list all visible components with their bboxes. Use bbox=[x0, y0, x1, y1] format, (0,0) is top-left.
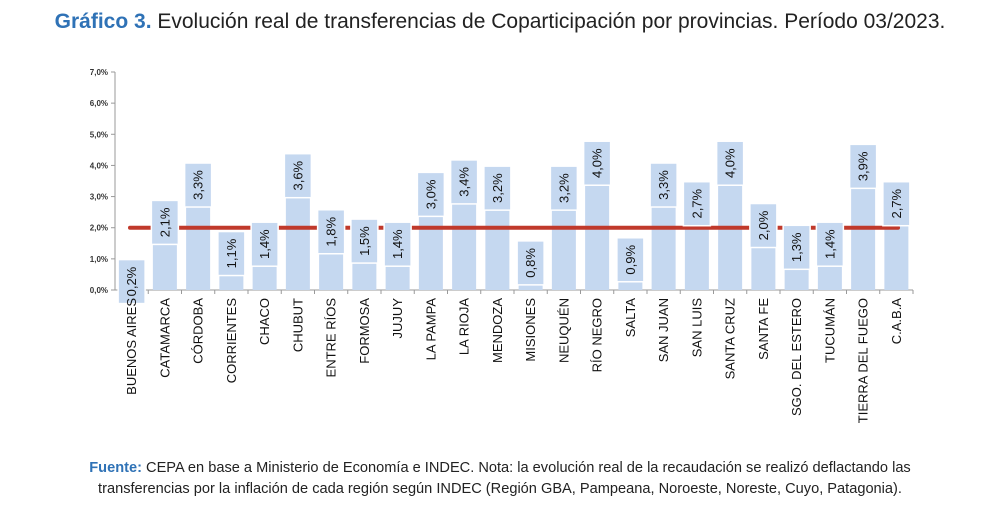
data-label-box bbox=[815, 221, 845, 267]
x-category-label: CATAMARCA bbox=[157, 298, 172, 378]
data-label-box bbox=[649, 162, 678, 208]
x-category-label: SANTA CRUZ bbox=[723, 298, 738, 379]
x-category-label: BUENOS AIRES bbox=[124, 298, 139, 395]
data-label-box bbox=[117, 258, 146, 305]
data-label-box bbox=[416, 171, 446, 218]
data-label: 1,4% bbox=[822, 229, 837, 259]
data-label: 0,2% bbox=[124, 266, 139, 296]
x-category-label: FORMOSA bbox=[357, 298, 372, 364]
data-label-box bbox=[217, 230, 246, 277]
data-label: 0,8% bbox=[523, 248, 538, 278]
data-label-box bbox=[183, 162, 213, 208]
data-label: 3,2% bbox=[556, 173, 571, 203]
data-label-box bbox=[782, 224, 811, 271]
data-label: 1,1% bbox=[224, 238, 239, 268]
data-label: 1,4% bbox=[257, 229, 272, 259]
x-category-label: SALTA bbox=[623, 298, 638, 338]
data-label-box bbox=[582, 140, 612, 186]
footer-lead: Fuente: bbox=[89, 460, 142, 476]
data-label: 3,3% bbox=[191, 170, 206, 200]
data-label-box bbox=[283, 152, 313, 199]
y-tick-label: 5,0% bbox=[90, 130, 108, 139]
data-label: 3,2% bbox=[490, 173, 505, 203]
data-label-box bbox=[549, 165, 579, 211]
x-category-label: TUCUMÁN bbox=[822, 298, 837, 363]
x-category-label: CHACO bbox=[257, 298, 272, 345]
data-label-box bbox=[715, 140, 745, 186]
data-label: 2,7% bbox=[689, 188, 704, 218]
data-label: 1,4% bbox=[390, 229, 405, 259]
data-label-box bbox=[749, 202, 778, 249]
data-label: 4,0% bbox=[723, 148, 738, 178]
x-category-label: ENTRE RÍOS bbox=[324, 298, 339, 378]
data-label-box bbox=[848, 143, 878, 190]
data-label-box bbox=[383, 221, 412, 267]
data-label-box bbox=[250, 221, 279, 267]
x-category-label: MISIONES bbox=[523, 298, 538, 362]
data-label: 3,0% bbox=[423, 179, 438, 209]
footer-text: CEPA en base a Ministerio de Economía e … bbox=[98, 460, 911, 497]
data-label-box bbox=[316, 208, 346, 255]
x-category-label: SAN LUIS bbox=[689, 298, 704, 358]
x-category-label: LA RIOJA bbox=[457, 298, 472, 355]
data-label: 2,7% bbox=[889, 188, 904, 218]
y-tick-label: 6,0% bbox=[90, 99, 108, 108]
data-label: 2,0% bbox=[756, 210, 771, 240]
x-category-label: SAN JUAN bbox=[656, 298, 671, 362]
bar-chart: 0,0% 1,0% 2,0% 3,0% 4,0% 5,0% 6,0% 7,0% 0,2% 2,1%… bbox=[90, 68, 914, 423]
data-label-box bbox=[150, 199, 180, 246]
x-category-label: LA PAMPA bbox=[423, 298, 438, 361]
chart-title-lead: Gráfico 3. bbox=[54, 10, 152, 33]
data-label: 3,4% bbox=[457, 167, 472, 197]
x-category-label: JUJUY bbox=[390, 298, 405, 339]
chart-title-text: Evolución real de transferencias de Copa… bbox=[151, 10, 946, 33]
data-label: 1,8% bbox=[324, 216, 339, 246]
x-category-label: SANTA FE bbox=[756, 298, 771, 360]
data-label-box bbox=[449, 159, 479, 205]
chart-footer: Fuente: CEPA en base a Ministerio de Eco… bbox=[60, 458, 940, 500]
data-label-box bbox=[350, 218, 379, 264]
x-category-label: RÍO NEGRO bbox=[590, 298, 605, 372]
data-label-box bbox=[616, 237, 645, 283]
data-label: 4,0% bbox=[590, 148, 605, 178]
data-label-box bbox=[882, 180, 911, 227]
y-tick-label: 0,0% bbox=[90, 286, 108, 295]
data-label-box bbox=[516, 240, 545, 286]
y-tick-label: 4,0% bbox=[90, 161, 108, 170]
data-label: 3,3% bbox=[656, 170, 671, 200]
x-category-label: CÓRDOBA bbox=[191, 298, 206, 364]
y-tick-label: 1,0% bbox=[90, 255, 108, 264]
data-label: 1,3% bbox=[789, 232, 804, 262]
chart-title: Gráfico 3. Evolución real de transferenc… bbox=[0, 10, 1000, 34]
data-label-box bbox=[483, 165, 512, 211]
x-category-label: NEUQUÉN bbox=[556, 298, 571, 363]
data-label-box bbox=[682, 180, 712, 227]
y-tick-label: 3,0% bbox=[90, 193, 108, 202]
x-category-label: SGO. DEL ESTERO bbox=[789, 298, 804, 416]
data-label: 0,9% bbox=[623, 245, 638, 275]
y-tick-label: 2,0% bbox=[90, 224, 108, 233]
data-label: 3,6% bbox=[290, 160, 305, 190]
data-label: 1,5% bbox=[357, 226, 372, 256]
x-category-label: TIERRA DEL FUEGO bbox=[856, 298, 871, 423]
x-category-label: MENDOZA bbox=[490, 298, 505, 363]
data-label: 2,1% bbox=[157, 207, 172, 237]
data-label: 3,9% bbox=[856, 151, 871, 181]
x-category-label: C.A.B.A bbox=[889, 298, 904, 345]
y-tick-label: 7,0% bbox=[90, 68, 108, 77]
x-category-label: CORRIENTES bbox=[224, 298, 239, 384]
x-category-label: CHUBUT bbox=[290, 298, 305, 352]
